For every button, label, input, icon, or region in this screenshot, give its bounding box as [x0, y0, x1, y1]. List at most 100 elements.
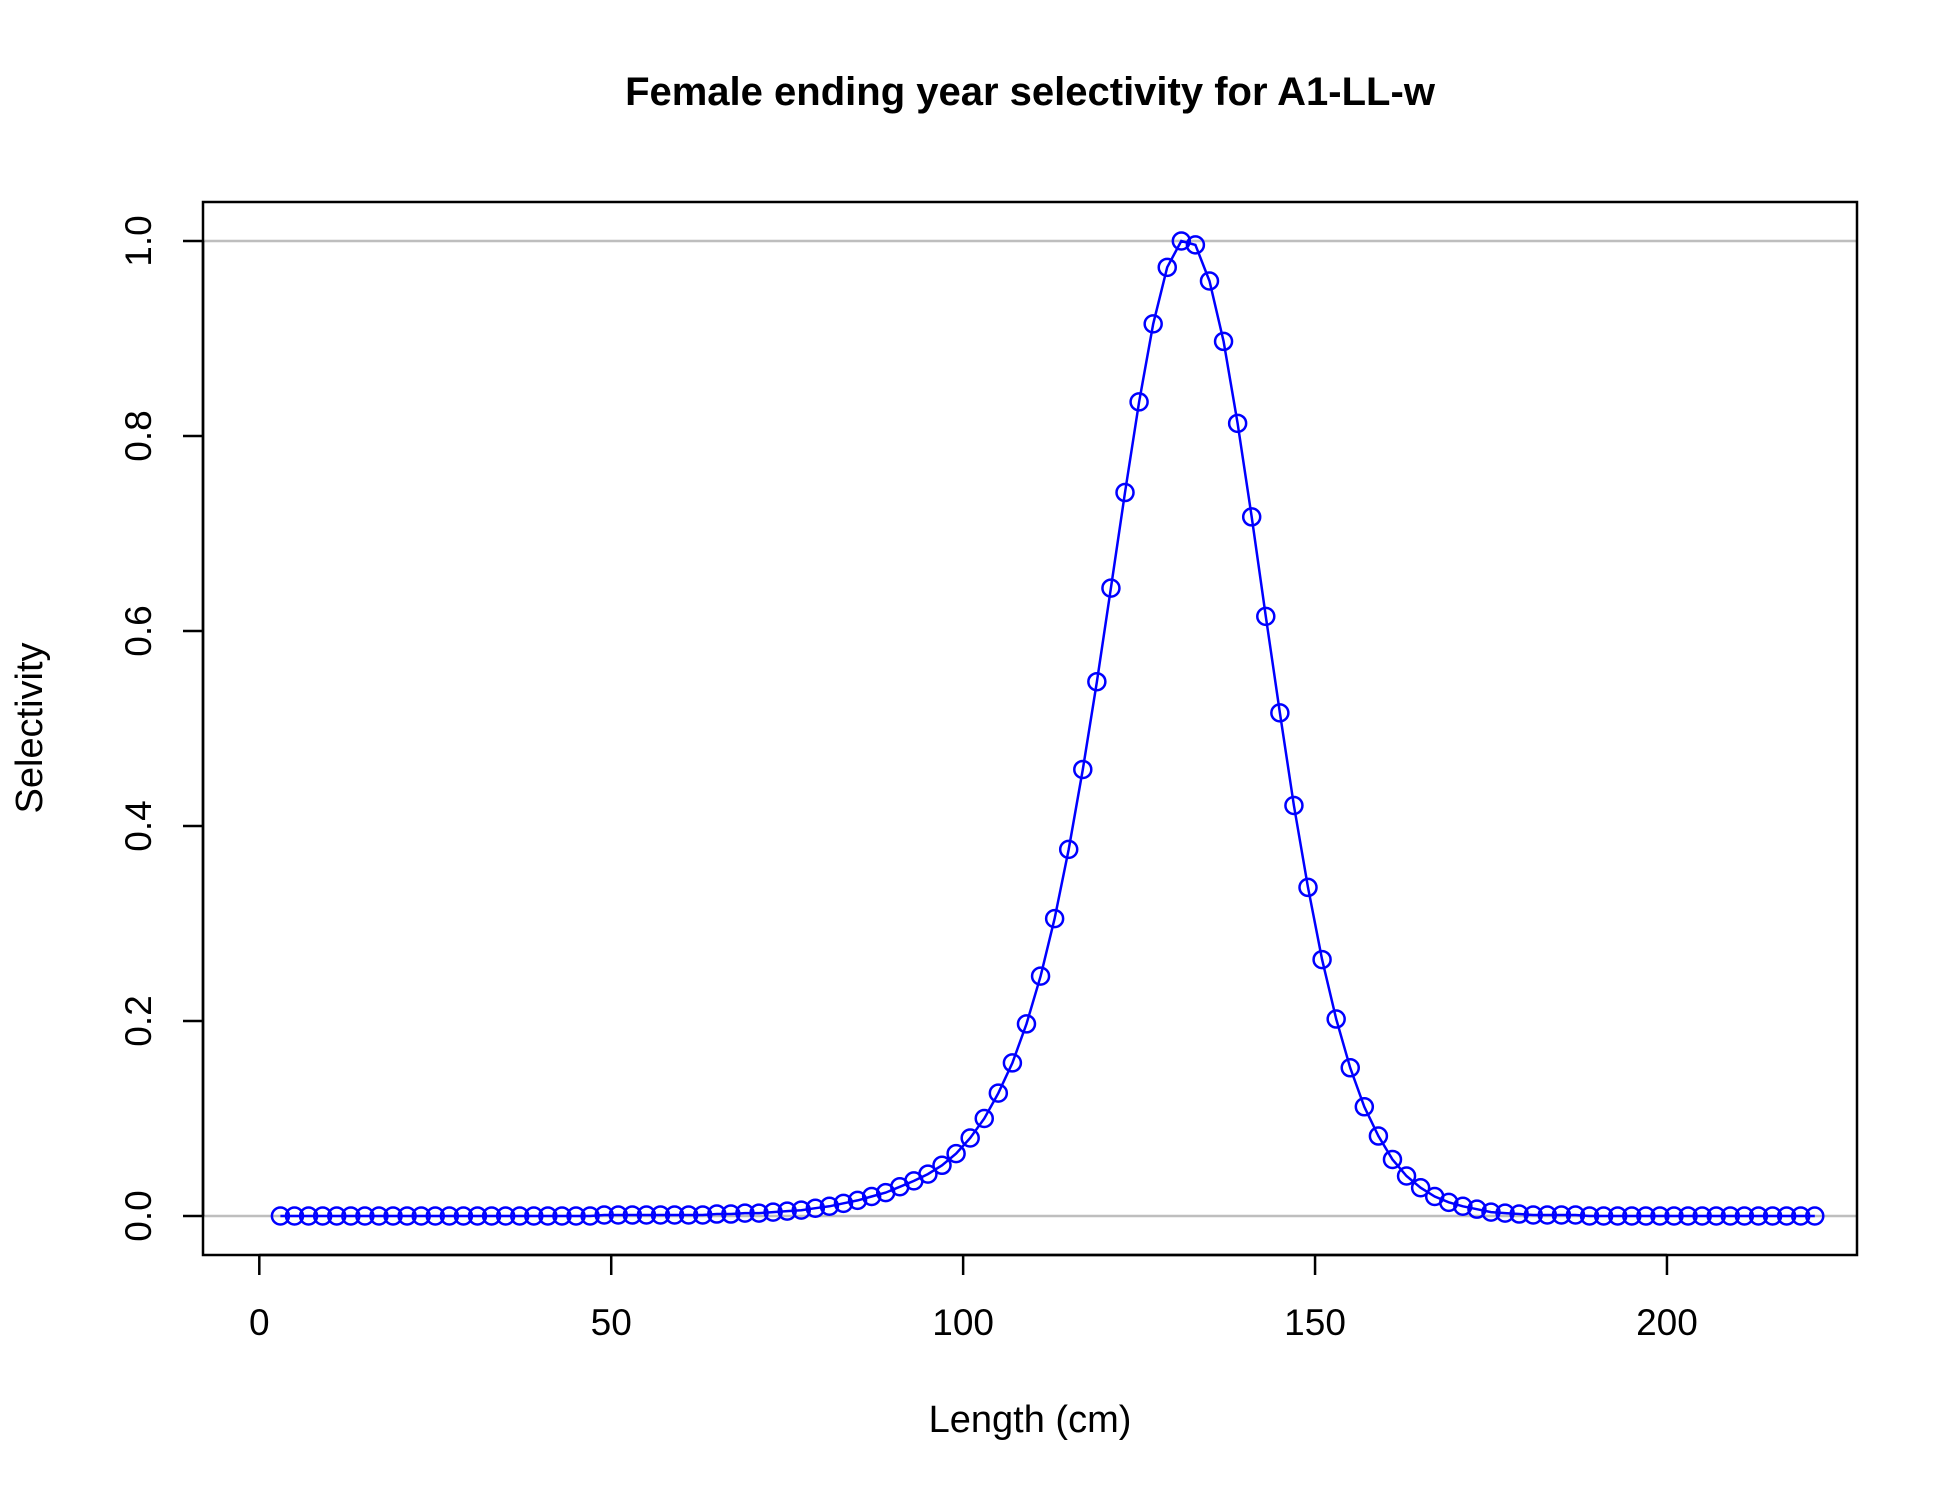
data-point — [1762, 1206, 1783, 1226]
data-point — [1650, 1206, 1670, 1226]
data-point — [383, 1206, 403, 1226]
data-point — [594, 1205, 614, 1225]
data-point — [777, 1201, 797, 1221]
data-point — [1185, 235, 1206, 255]
data-point — [425, 1206, 446, 1226]
y-tick-label: 0.2 — [118, 995, 159, 1046]
data-point — [1509, 1204, 1529, 1224]
data-point — [1002, 1053, 1023, 1073]
plot-frame — [201, 200, 1859, 1257]
data-point — [1664, 1206, 1684, 1226]
data-point — [1270, 703, 1290, 723]
data-point — [298, 1206, 319, 1226]
data-point — [650, 1205, 671, 1225]
data-point — [566, 1206, 586, 1226]
x-axis: 0 50 100 150 200 — [249, 1253, 1698, 1343]
data-point — [932, 1155, 952, 1176]
data-point — [664, 1205, 685, 1225]
data-point — [1537, 1205, 1558, 1225]
series-line — [280, 239, 1815, 1218]
data-point — [1241, 507, 1262, 527]
y-axis: 0.0 0.2 0.4 0.6 0.8 1.0 — [118, 215, 205, 1242]
data-point — [1523, 1205, 1543, 1225]
data-point — [1396, 1166, 1417, 1186]
data-point — [608, 1205, 629, 1225]
data-point — [1439, 1192, 1459, 1213]
data-point — [1312, 949, 1332, 970]
x-tick-label: 0 — [249, 1302, 270, 1343]
data-point — [1453, 1196, 1473, 1216]
plot-area — [201, 200, 1859, 1257]
data-point — [326, 1206, 347, 1226]
data-point — [749, 1203, 769, 1223]
data-point — [509, 1206, 530, 1226]
data-point — [369, 1206, 389, 1226]
data-point — [1467, 1199, 1487, 1219]
data-point — [411, 1206, 431, 1226]
data-point — [1326, 1009, 1346, 1029]
data-point — [1790, 1206, 1811, 1226]
data-point — [819, 1196, 840, 1216]
data-point — [707, 1204, 727, 1224]
data-point — [1115, 482, 1135, 503]
data-point — [1213, 331, 1234, 352]
data-point — [805, 1198, 826, 1218]
data-point — [1157, 257, 1177, 278]
data-point — [974, 1108, 995, 1129]
data-point — [270, 1206, 291, 1226]
data-point — [1101, 578, 1121, 598]
data-point — [453, 1206, 474, 1226]
y-axis-label: Selectivity — [9, 642, 51, 813]
data-point — [1565, 1205, 1586, 1225]
data-point — [1044, 908, 1065, 929]
y-tick-label: 0.0 — [118, 1190, 159, 1241]
data-point — [988, 1083, 1009, 1103]
y-tick-label: 0.8 — [118, 410, 159, 461]
data-point — [1030, 966, 1051, 986]
data-point — [495, 1206, 516, 1226]
data-point — [1579, 1206, 1600, 1226]
data-point — [735, 1203, 755, 1223]
data-point — [1171, 231, 1192, 251]
x-tick-label: 200 — [1636, 1302, 1698, 1343]
data-point — [1720, 1206, 1741, 1226]
data-point — [1692, 1206, 1712, 1226]
data-point — [1551, 1205, 1572, 1225]
data-point — [397, 1206, 417, 1226]
data-point — [1607, 1206, 1628, 1226]
data-point — [1227, 413, 1248, 434]
data-point — [467, 1206, 488, 1226]
data-point — [524, 1206, 544, 1226]
chart-title: Female ending year selectivity for A1-LL… — [625, 70, 1436, 114]
data-point — [918, 1164, 938, 1184]
data-point — [636, 1205, 657, 1225]
data-point — [1368, 1126, 1389, 1146]
data-point — [1636, 1206, 1656, 1226]
data-point — [692, 1205, 713, 1225]
data-point — [1622, 1206, 1642, 1226]
data-point — [1087, 671, 1107, 692]
x-tick-label: 150 — [1284, 1302, 1346, 1343]
data-point — [1256, 606, 1276, 627]
data-point — [1495, 1203, 1515, 1223]
data-point — [1776, 1206, 1797, 1226]
data-point — [1678, 1206, 1698, 1226]
data-point — [341, 1206, 361, 1226]
data-point — [1410, 1177, 1431, 1198]
data-point — [833, 1193, 854, 1214]
data-point — [960, 1128, 980, 1148]
data-point — [847, 1190, 868, 1211]
data-point — [1298, 877, 1318, 898]
data-point — [1129, 392, 1149, 412]
data-point — [481, 1206, 502, 1226]
data-point — [1706, 1206, 1726, 1226]
data-point — [1593, 1206, 1614, 1226]
data-point — [1481, 1202, 1501, 1222]
x-tick-label: 100 — [932, 1302, 994, 1343]
data-point — [1058, 839, 1079, 860]
data-point — [1199, 271, 1220, 291]
data-point — [763, 1202, 783, 1222]
data-point — [1382, 1149, 1403, 1170]
